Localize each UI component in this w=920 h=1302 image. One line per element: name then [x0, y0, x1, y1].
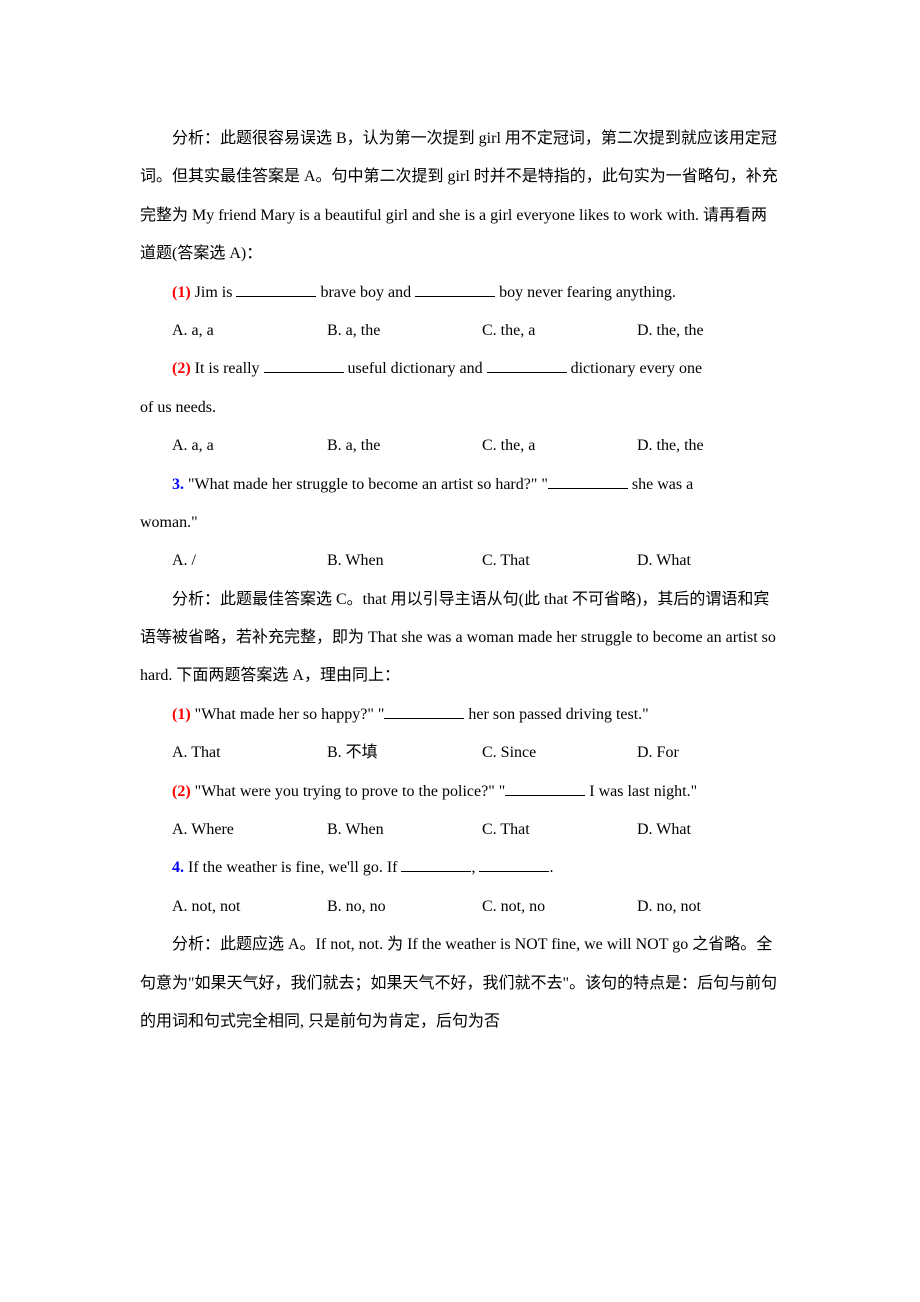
choice-c: C. the, a: [450, 427, 605, 465]
question-1-2: (2) It is really useful dictionary and d…: [140, 350, 780, 388]
choices-row: A. Where B. When C. That D. What: [140, 811, 780, 849]
question-text: her son passed driving test.": [464, 706, 648, 723]
choice-a: A. a, a: [140, 427, 295, 465]
choice-c: C. That: [450, 811, 605, 849]
choice-b: B. no, no: [295, 888, 450, 926]
choice-d: D. no, not: [605, 888, 760, 926]
choice-d: D. What: [605, 542, 760, 580]
choice-b: B. When: [295, 811, 450, 849]
question-text: brave boy and: [316, 284, 415, 301]
choice-a: A. Where: [140, 811, 295, 849]
question-text: If the weather is fine, we'll go. If: [184, 859, 401, 876]
choice-b: B. a, the: [295, 312, 450, 350]
choice-d: D. For: [605, 734, 760, 772]
choice-a: A. a, a: [140, 312, 295, 350]
blank: [415, 281, 495, 297]
question-number: (2): [172, 360, 191, 377]
question-3: 3. "What made her struggle to become an …: [140, 466, 780, 504]
document-content: 分析：此题很容易误选 B，认为第一次提到 girl 用不定冠词，第二次提到就应该…: [140, 120, 780, 1041]
analysis-paragraph-4: 分析：此题应选 A。If not, not. 为 If the weather …: [140, 926, 780, 1041]
choice-b: B. 不填: [295, 734, 450, 772]
question-number: 3.: [172, 476, 184, 493]
question-text: Jim is: [191, 284, 237, 301]
choices-row: A. That B. 不填 C. Since D. For: [140, 734, 780, 772]
question-number: (1): [172, 284, 191, 301]
blank: [505, 780, 585, 796]
choices-row: A. a, a B. a, the C. the, a D. the, the: [140, 312, 780, 350]
question-text: "What made her struggle to become an art…: [184, 476, 548, 493]
question-text: It is really: [191, 360, 264, 377]
question-text: she was a: [628, 476, 693, 493]
choice-a: A. That: [140, 734, 295, 772]
blank: [264, 357, 344, 373]
question-number: (2): [172, 783, 191, 800]
question-text: useful dictionary and: [344, 360, 487, 377]
question-3-cont: woman.": [140, 504, 780, 542]
choice-a: A. /: [140, 542, 295, 580]
question-text: "What made her so happy?" ": [191, 706, 385, 723]
blank: [236, 281, 316, 297]
question-text: dictionary every one: [567, 360, 703, 377]
choice-d: D. the, the: [605, 312, 760, 350]
choices-row: A. / B. When C. That D. What: [140, 542, 780, 580]
question-3-1: (1) "What made her so happy?" " her son …: [140, 696, 780, 734]
choices-row: A. a, a B. a, the C. the, a D. the, the: [140, 427, 780, 465]
choice-d: D. What: [605, 811, 760, 849]
choices-row: A. not, not B. no, no C. not, no D. no, …: [140, 888, 780, 926]
blank: [384, 703, 464, 719]
question-text: "What were you trying to prove to the po…: [191, 783, 506, 800]
question-text: ,: [471, 859, 479, 876]
question-1-1: (1) Jim is brave boy and boy never feari…: [140, 274, 780, 312]
question-text: .: [549, 859, 553, 876]
question-text: boy never fearing anything.: [495, 284, 676, 301]
analysis-paragraph-1: 分析：此题很容易误选 B，认为第一次提到 girl 用不定冠词，第二次提到就应该…: [140, 120, 780, 274]
choice-d: D. the, the: [605, 427, 760, 465]
choice-a: A. not, not: [140, 888, 295, 926]
choice-c: C. Since: [450, 734, 605, 772]
choice-b: B. When: [295, 542, 450, 580]
analysis-paragraph-3: 分析：此题最佳答案选 C。that 用以引导主语从句(此 that 不可省略)，…: [140, 581, 780, 696]
question-1-2-cont: of us needs.: [140, 389, 780, 427]
blank: [487, 357, 567, 373]
question-4: 4. If the weather is fine, we'll go. If …: [140, 849, 780, 887]
choice-c: C. not, no: [450, 888, 605, 926]
blank: [548, 473, 628, 489]
question-3-2: (2) "What were you trying to prove to th…: [140, 773, 780, 811]
question-text: I was last night.": [585, 783, 697, 800]
blank: [479, 856, 549, 872]
question-number: (1): [172, 706, 191, 723]
blank: [401, 856, 471, 872]
question-number: 4.: [172, 859, 184, 876]
choice-b: B. a, the: [295, 427, 450, 465]
choice-c: C. the, a: [450, 312, 605, 350]
choice-c: C. That: [450, 542, 605, 580]
